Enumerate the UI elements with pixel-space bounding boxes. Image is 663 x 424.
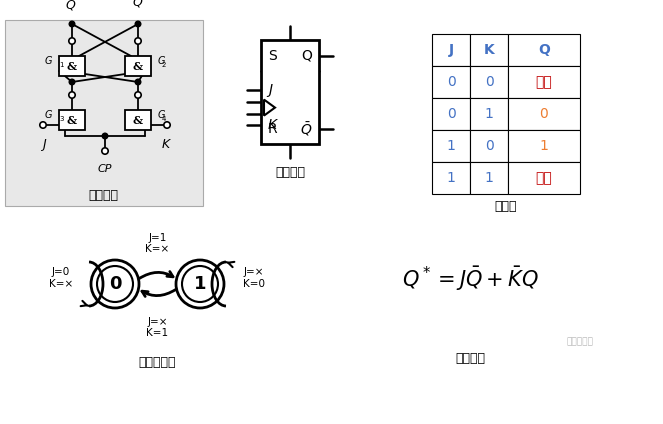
Text: 0: 0 bbox=[540, 107, 548, 121]
Text: G: G bbox=[44, 56, 52, 66]
Text: G: G bbox=[44, 110, 52, 120]
Text: 1: 1 bbox=[194, 275, 206, 293]
Bar bbox=[432, 66, 470, 98]
Text: Q: Q bbox=[538, 43, 550, 57]
Text: K=×: K=× bbox=[145, 244, 170, 254]
Text: 1: 1 bbox=[485, 107, 493, 121]
Bar bbox=[261, 40, 319, 144]
Bar bbox=[508, 66, 580, 98]
Bar bbox=[470, 98, 508, 130]
Circle shape bbox=[102, 133, 108, 139]
Text: 0: 0 bbox=[447, 107, 455, 121]
Text: Q: Q bbox=[65, 0, 75, 12]
Text: 1: 1 bbox=[59, 62, 64, 68]
Bar bbox=[125, 110, 151, 130]
Text: CP: CP bbox=[97, 164, 112, 174]
Circle shape bbox=[69, 38, 75, 44]
Text: &: & bbox=[67, 61, 77, 72]
Text: &: & bbox=[133, 114, 143, 126]
Text: $Q^*=J\bar{Q}+\bar{K}Q$: $Q^*=J\bar{Q}+\bar{K}Q$ bbox=[402, 265, 538, 293]
Text: 3: 3 bbox=[59, 116, 64, 122]
Text: 图形符号: 图形符号 bbox=[275, 166, 305, 179]
Circle shape bbox=[135, 92, 141, 98]
Text: &: & bbox=[67, 114, 77, 126]
Circle shape bbox=[135, 21, 141, 27]
Circle shape bbox=[135, 79, 141, 85]
Bar bbox=[508, 162, 580, 194]
Circle shape bbox=[164, 122, 170, 128]
Text: 1: 1 bbox=[485, 171, 493, 185]
Text: J=1: J=1 bbox=[149, 233, 166, 243]
Text: J=0
K=×: J=0 K=× bbox=[49, 267, 73, 289]
Text: 0: 0 bbox=[109, 275, 121, 293]
Text: J=×
K=0: J=× K=0 bbox=[243, 267, 265, 289]
Bar bbox=[470, 66, 508, 98]
Text: 电路结构: 电路结构 bbox=[88, 189, 118, 202]
Text: K=1: K=1 bbox=[147, 328, 168, 338]
Text: 0: 0 bbox=[447, 75, 455, 89]
Text: G: G bbox=[158, 56, 166, 66]
Text: K: K bbox=[162, 138, 170, 151]
Bar bbox=[432, 130, 470, 162]
Text: $\bar{Q}$: $\bar{Q}$ bbox=[133, 0, 144, 10]
Text: 清小楷笔记: 清小楷笔记 bbox=[567, 338, 593, 346]
Bar bbox=[432, 162, 470, 194]
Bar bbox=[508, 98, 580, 130]
Bar bbox=[508, 130, 580, 162]
Bar bbox=[508, 34, 580, 66]
Text: J=×: J=× bbox=[147, 317, 168, 327]
Circle shape bbox=[69, 79, 75, 85]
Circle shape bbox=[40, 122, 46, 128]
Text: Q: Q bbox=[301, 49, 312, 63]
Text: 1: 1 bbox=[447, 139, 455, 153]
Text: 0: 0 bbox=[485, 139, 493, 153]
Text: K: K bbox=[268, 118, 277, 132]
Circle shape bbox=[69, 21, 75, 27]
Bar bbox=[432, 34, 470, 66]
Bar bbox=[125, 56, 151, 76]
Text: 状态转换图: 状态转换图 bbox=[139, 356, 176, 369]
Text: J: J bbox=[268, 83, 272, 97]
Text: 4: 4 bbox=[162, 116, 166, 122]
Text: R: R bbox=[268, 123, 278, 137]
Bar bbox=[59, 56, 85, 76]
Circle shape bbox=[135, 38, 141, 44]
Text: $\bar{Q}$: $\bar{Q}$ bbox=[300, 120, 312, 138]
Bar bbox=[59, 110, 85, 130]
Bar bbox=[5, 20, 203, 206]
Bar bbox=[432, 98, 470, 130]
Bar bbox=[470, 130, 508, 162]
Text: 1: 1 bbox=[540, 139, 548, 153]
Text: J: J bbox=[448, 43, 453, 57]
Text: J: J bbox=[42, 138, 46, 151]
Text: 特性方程: 特性方程 bbox=[455, 352, 485, 365]
Bar bbox=[470, 162, 508, 194]
Text: 翻转: 翻转 bbox=[536, 171, 552, 185]
Text: S: S bbox=[268, 49, 276, 63]
Text: 2: 2 bbox=[162, 62, 166, 68]
Text: 真値表: 真値表 bbox=[495, 200, 517, 213]
Bar bbox=[470, 34, 508, 66]
Text: 1: 1 bbox=[447, 171, 455, 185]
Circle shape bbox=[102, 148, 108, 154]
Text: 0: 0 bbox=[485, 75, 493, 89]
Circle shape bbox=[69, 92, 75, 98]
Text: G: G bbox=[158, 110, 166, 120]
Text: K: K bbox=[483, 43, 495, 57]
Text: 保持: 保持 bbox=[536, 75, 552, 89]
Text: &: & bbox=[133, 61, 143, 72]
